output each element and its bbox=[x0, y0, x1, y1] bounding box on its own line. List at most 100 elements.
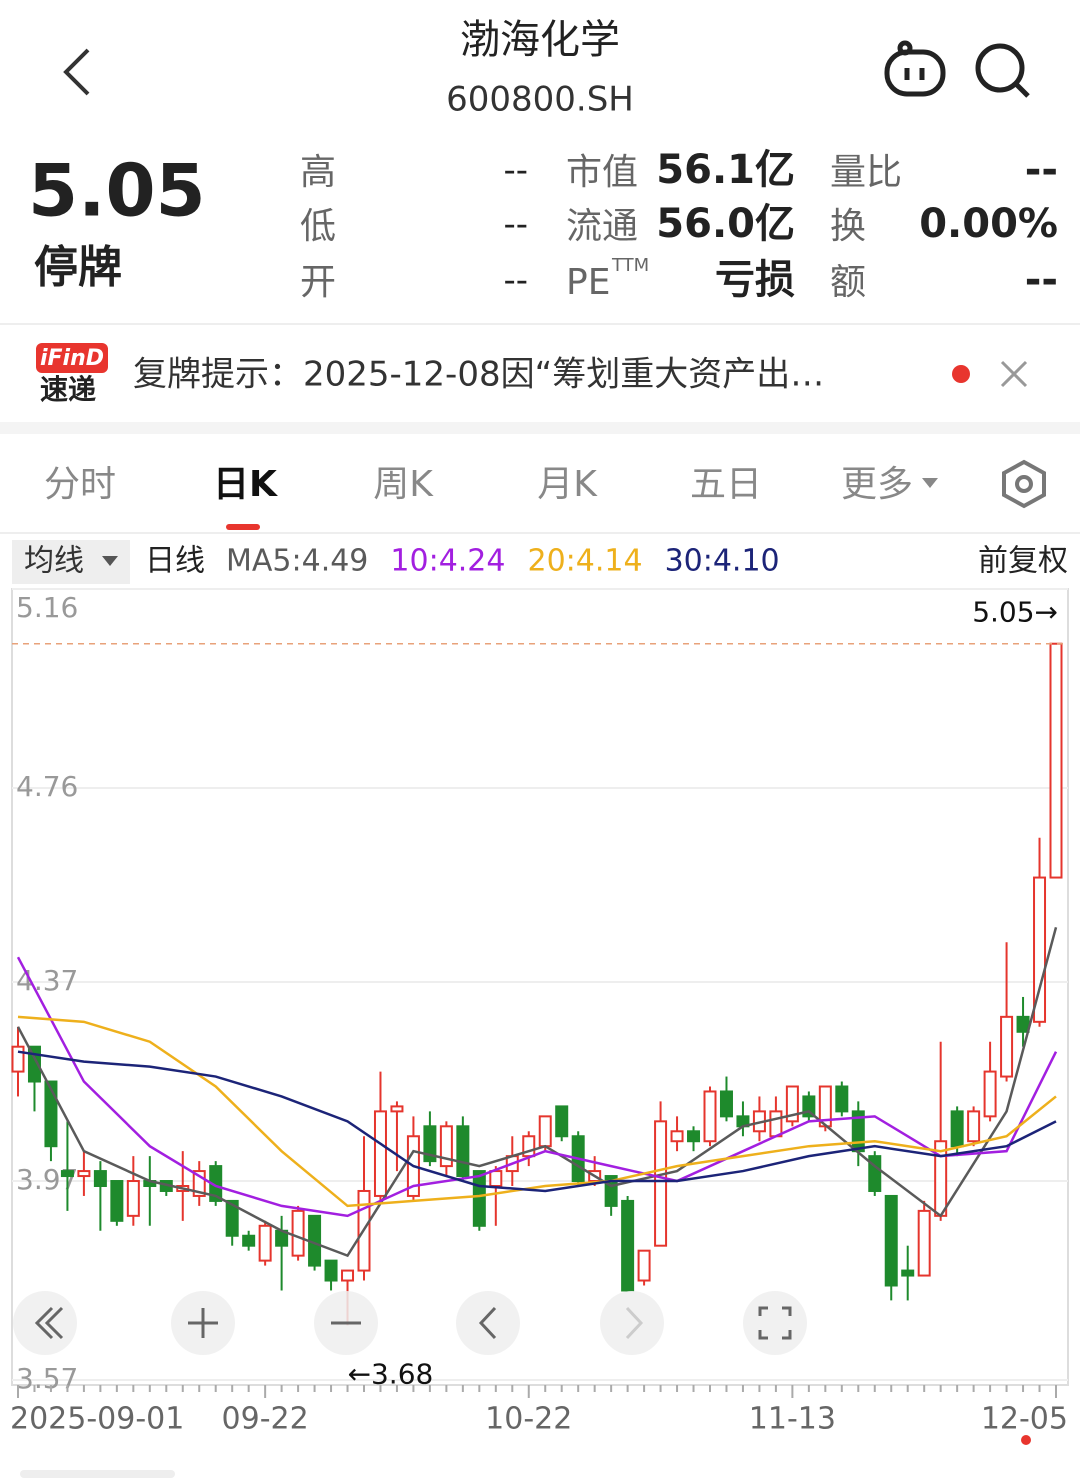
candle-body bbox=[242, 1234, 256, 1247]
control-button[interactable] bbox=[743, 1291, 807, 1355]
tab[interactable]: 五日 bbox=[690, 464, 762, 505]
stat-label: 高 bbox=[300, 152, 336, 193]
stat-label: 量比 bbox=[830, 152, 902, 193]
tab[interactable]: 分时 bbox=[44, 464, 116, 505]
candle-body bbox=[654, 1120, 668, 1247]
last-price-label: 5.05→ bbox=[972, 596, 1058, 629]
ma-legend: 10:4.24 bbox=[390, 544, 505, 579]
robot-icon[interactable] bbox=[884, 40, 946, 97]
stat-value: -- bbox=[503, 261, 528, 301]
candle-body bbox=[555, 1105, 569, 1138]
dropdown-arrow bbox=[922, 478, 938, 488]
close-button[interactable] bbox=[1000, 360, 1028, 388]
y-tick-label: 4.76 bbox=[16, 770, 78, 803]
control-button[interactable] bbox=[456, 1291, 520, 1355]
stat-label: 额 bbox=[830, 262, 866, 303]
candle-body bbox=[835, 1085, 849, 1113]
stock-code: 600800.SH bbox=[446, 80, 634, 120]
stat-label: PE bbox=[566, 262, 610, 303]
candle-body bbox=[373, 1110, 387, 1197]
controls bbox=[13, 1291, 807, 1355]
control-icon bbox=[625, 1306, 644, 1340]
stat-label: 开 bbox=[300, 262, 336, 303]
y-tick-label: 3.57 bbox=[16, 1362, 78, 1395]
candle-body bbox=[192, 1170, 206, 1197]
tab[interactable]: 更多 bbox=[841, 464, 913, 505]
stat-value: 0.00% bbox=[919, 201, 1058, 247]
stat-value: -- bbox=[1025, 147, 1058, 193]
candle-body bbox=[291, 1209, 305, 1257]
low-label: ←3.68 bbox=[348, 1357, 434, 1390]
candle-body bbox=[703, 1090, 717, 1143]
search-icon[interactable] bbox=[975, 43, 1030, 98]
badge-bg bbox=[36, 343, 108, 373]
badge-bottom: 速递 bbox=[40, 373, 96, 406]
candle-body bbox=[637, 1249, 651, 1282]
stock-name: 渤海化学 bbox=[460, 17, 620, 63]
x-tick-label: 11-13 bbox=[749, 1402, 836, 1437]
tab[interactable]: 月K bbox=[537, 464, 598, 505]
settings-icon-dot bbox=[1015, 475, 1033, 493]
stat-value: 56.0亿 bbox=[656, 201, 795, 247]
price: 5.05 bbox=[28, 149, 206, 233]
candle-body bbox=[456, 1125, 470, 1178]
candle-body bbox=[719, 1090, 733, 1118]
ma-line bbox=[16, 956, 1058, 1218]
candle-body bbox=[225, 1199, 239, 1237]
chart-frame bbox=[11, 588, 1069, 1386]
control-button[interactable] bbox=[600, 1291, 664, 1355]
candle-body bbox=[1000, 1015, 1014, 1078]
stats: 高 -- 市值 56.1亿 量比 -- 低 -- 流通 56.0亿换 0.00% 开 -- PE TTM 亏损… bbox=[300, 147, 1058, 303]
ma-line bbox=[16, 926, 1058, 1258]
adjust[interactable]: 前复权 bbox=[978, 544, 1068, 579]
scroll-hint bbox=[20, 1470, 175, 1478]
x-tick-label: 10-22 bbox=[485, 1402, 572, 1437]
date-dot bbox=[1021, 1435, 1031, 1445]
stat-value: 亏损 bbox=[715, 257, 795, 303]
candle-body bbox=[604, 1175, 618, 1207]
candle-body bbox=[967, 1110, 981, 1143]
candle-body bbox=[901, 1269, 915, 1277]
stat-label: 低 bbox=[300, 206, 336, 247]
ma-selector[interactable]: 均线 bbox=[24, 544, 84, 579]
badge-top: iFinD bbox=[40, 346, 104, 371]
news-text[interactable]: 复牌提示：2025-12-08因“筹划重大资产出… bbox=[133, 355, 824, 395]
tab-underline bbox=[226, 524, 260, 530]
dropdown-arrow bbox=[102, 556, 118, 566]
control-icon bbox=[758, 1306, 792, 1340]
tab[interactable]: 日K bbox=[213, 464, 278, 505]
candle-body bbox=[126, 1180, 140, 1217]
candle-body bbox=[687, 1130, 701, 1143]
candle-body bbox=[472, 1170, 486, 1227]
period: 日线 bbox=[145, 544, 205, 579]
candle-body bbox=[1033, 876, 1047, 1023]
ma-line bbox=[17, 1015, 1057, 1208]
candle-body bbox=[670, 1130, 684, 1143]
candle-body bbox=[769, 1110, 783, 1138]
candle-body bbox=[439, 1125, 453, 1168]
candle-body bbox=[423, 1125, 437, 1163]
unread-dot bbox=[952, 365, 970, 383]
candle-body bbox=[785, 1085, 799, 1123]
y-tick-label: 4.37 bbox=[16, 964, 78, 997]
ma-legend: 30:4.10 bbox=[665, 544, 780, 579]
tab[interactable]: 周K bbox=[373, 464, 434, 505]
chart: 5.16 4.76 4.37 3.97 3.57 5.05→ ←3.68 2025-09-01… bbox=[10, 588, 1068, 1437]
stat-value: -- bbox=[503, 151, 528, 191]
stat-sup: TTM bbox=[611, 255, 649, 276]
settings-icon[interactable] bbox=[1002, 459, 1046, 509]
candle-body bbox=[950, 1110, 964, 1148]
candle-body bbox=[884, 1194, 898, 1287]
ma-line bbox=[17, 1050, 1057, 1193]
candle-body bbox=[538, 1115, 552, 1148]
candle-body bbox=[868, 1155, 882, 1192]
candle-body bbox=[341, 1269, 355, 1282]
back-button[interactable] bbox=[63, 48, 90, 96]
x-tick-label: 2025-09-01 bbox=[10, 1402, 184, 1437]
candle-body bbox=[110, 1180, 124, 1222]
stat-label: 流通 bbox=[566, 206, 638, 247]
control-icon bbox=[188, 1308, 218, 1338]
tabs: 分时 日K 周K 月K 五日 更多 bbox=[44, 464, 938, 505]
